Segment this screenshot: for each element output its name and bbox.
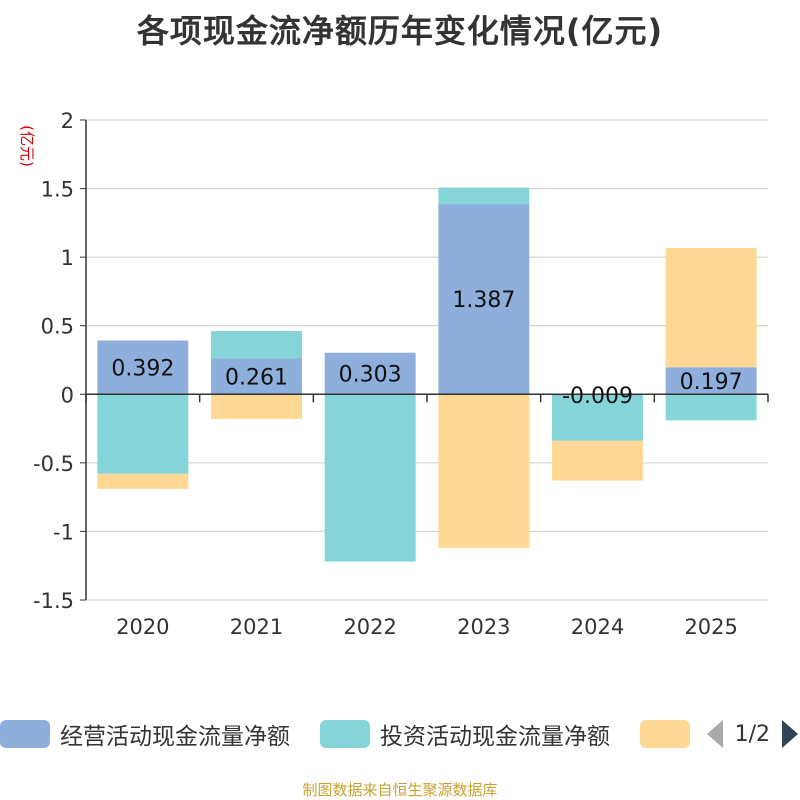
bar-segment [324, 394, 416, 562]
bar-segment [438, 394, 530, 548]
data-source-note: 制图数据来自恒生聚源数据库 [302, 781, 498, 799]
bar-chart: 2 1.5 1 0.5 0 -0.5 -1 -1.5 2020 2021 2022 2023 2024 2… [18, 109, 769, 639]
bar-segment [438, 204, 530, 395]
pager-next-arrow-icon[interactable] [782, 720, 798, 748]
bar-segment [324, 352, 416, 395]
legend-pager: 1/2 [706, 716, 800, 752]
bar-segment [665, 247, 757, 368]
bar-segment [211, 358, 302, 395]
legend-item-operating[interactable]: 经营活动现金流量净额 [0, 716, 290, 752]
pager-page-text: 1/2 [734, 721, 770, 747]
y-tick-label: 1 [61, 246, 74, 270]
bar-value-label: 0.392 [111, 356, 174, 381]
bar-segment [438, 187, 530, 205]
bar-value-label: 0.197 [680, 370, 743, 395]
chart-legend: 经营活动现金流量净额 投资活动现金流量净额 [0, 716, 800, 752]
legend-swatch-financing [640, 720, 690, 748]
y-tick-label: 0 [61, 383, 74, 407]
legend-swatch-investing [320, 720, 370, 748]
bar-value-label: 1.387 [452, 288, 515, 313]
bar-segment [97, 340, 189, 395]
grid-lines [86, 119, 768, 601]
y-tick-label: -0.5 [33, 452, 74, 476]
bar-value-label: 0.303 [339, 363, 402, 388]
bars [97, 187, 757, 562]
bar-value-label: -0.009 [562, 384, 633, 409]
x-tick-label: 2022 [343, 615, 396, 639]
y-tick-label: 0.5 [41, 315, 74, 339]
x-tick-label: 2020 [116, 615, 169, 639]
bar-segment [552, 440, 643, 481]
legend-label-investing: 投资活动现金流量净额 [380, 724, 610, 750]
y-tick-label: -1 [53, 520, 74, 544]
bar-segment [665, 394, 757, 421]
axes: 2 1.5 1 0.5 0 -0.5 -1 -1.5 2020 2021 2022 2023 2024 2… [33, 109, 769, 639]
legend-label-operating: 经营活动现金流量净额 [60, 724, 290, 750]
bar-value-label: 0.261 [225, 365, 288, 390]
legend-swatch-operating [0, 720, 50, 748]
x-tick-label: 2023 [457, 615, 510, 639]
bar-segment [552, 395, 643, 441]
bar-segment [211, 394, 302, 419]
legend-item-financing[interactable] [640, 716, 690, 752]
bar-segment [97, 473, 189, 489]
data-labels: 0.392 0.261 0.303 1.387 -0.009 0.197 [111, 288, 742, 409]
y-tick-label: 2 [61, 109, 74, 133]
y-tick-label: 1.5 [41, 178, 74, 202]
x-tick-label: 2025 [684, 615, 737, 639]
pager-prev-arrow-icon[interactable] [706, 720, 723, 748]
x-tick-label: 2021 [230, 615, 283, 639]
bar-segment [211, 331, 302, 359]
x-tick-label: 2024 [571, 615, 624, 639]
chart-title: 各项现金流净额历年变化情况(亿元) [136, 12, 664, 50]
bar-segment [97, 394, 189, 474]
bar-segment [665, 367, 757, 395]
y-tick-label: -1.5 [33, 589, 74, 613]
y-axis-label: (亿元) [18, 125, 36, 167]
legend-item-investing[interactable]: 投资活动现金流量净额 [320, 716, 610, 752]
